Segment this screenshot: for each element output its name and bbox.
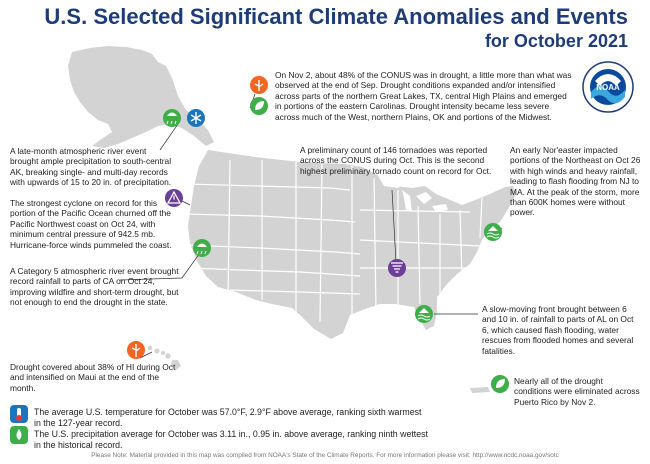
great-lakes-shape <box>378 176 448 212</box>
snowflake-icon <box>187 109 205 127</box>
state-lines <box>188 159 483 323</box>
flood-icon <box>415 305 433 323</box>
puerto-rico-note: Nearly all of the drought conditions wer… <box>514 376 640 407</box>
hawaii-shape <box>147 345 181 370</box>
drought-conus-note: On Nov 2, about 48% of the CONUS was in … <box>275 70 572 122</box>
tornado-icon <box>388 259 406 277</box>
drought-icon <box>250 97 268 115</box>
precipitation-icon <box>10 426 28 444</box>
noreaster-note: An early Nor'easter impacted portions of… <box>510 145 641 218</box>
footnote: Please Note: Material provided in this m… <box>91 452 559 459</box>
thermometer-icon <box>10 405 28 423</box>
rain-icon <box>163 109 181 127</box>
page-title: U.S. Selected Significant Climate Anomal… <box>44 4 628 29</box>
noaa-logo: NOAA <box>582 61 634 113</box>
rain-icon <box>193 239 211 257</box>
page-subtitle: for October 2021 <box>484 31 628 51</box>
hawaii-note: Drought covered about 38% of HI during O… <box>10 362 176 393</box>
warm-icon <box>127 341 145 359</box>
alaska-shape <box>68 46 214 148</box>
tornadoes-note: A preliminary count of 146 tornadoes was… <box>300 145 492 176</box>
warning-icon <box>165 189 183 207</box>
noaa-logo-text: NOAA <box>596 83 620 92</box>
pacific-cyclone-note: The strongest cyclone on record for this… <box>10 198 172 250</box>
precipitation-summary: The U.S. precipitation average for Octob… <box>34 429 428 450</box>
flood-icon <box>484 223 502 241</box>
drought-icon <box>491 375 509 393</box>
temperature-summary: The average U.S. temperature for October… <box>34 407 422 428</box>
alabama-note: A slow-moving front brought between 6 an… <box>482 304 634 356</box>
california-note: A Category 5 atmospheric river event bro… <box>10 266 179 308</box>
alaska-note: A late-month atmospheric river event bro… <box>10 146 172 188</box>
drought-icon <box>250 76 268 94</box>
puerto-rico-shape <box>470 387 490 393</box>
